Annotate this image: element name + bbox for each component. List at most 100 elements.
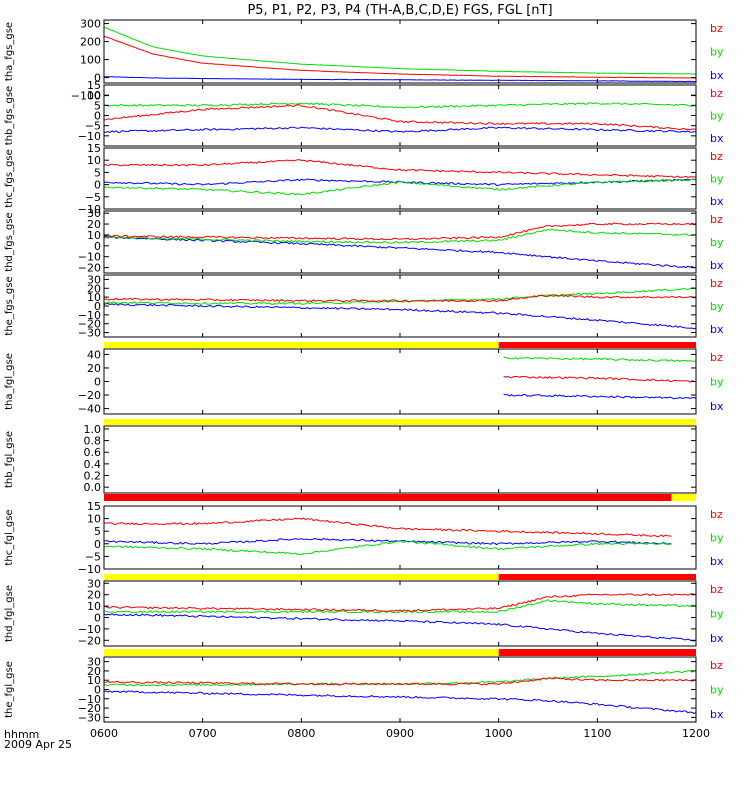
y-tick-label: −20	[78, 634, 101, 647]
y-tick-label: 20	[87, 282, 101, 295]
panel-frame	[103, 84, 697, 147]
legend-bz: bz	[710, 87, 723, 100]
legend-by: by	[710, 532, 724, 545]
y-tick-label: −20	[78, 318, 101, 331]
legend-bz: bz	[710, 659, 723, 672]
legend-bz: bz	[710, 22, 723, 35]
x-tick-label: 0900	[386, 727, 414, 740]
y-tick-label: 15	[87, 500, 101, 513]
y-tick-label: 10	[87, 291, 101, 304]
legend-bz: bz	[710, 351, 723, 364]
date-label: 2009 Apr 25	[4, 738, 72, 751]
y-tick-label: 0.8	[84, 435, 102, 448]
panel-frame	[103, 505, 697, 570]
mode-bar-segment-red	[498, 342, 696, 348]
y-tick-label: −5	[85, 191, 101, 204]
series-line-bx	[103, 613, 697, 642]
mode-bar-segment-yellow	[104, 419, 696, 425]
time-unit-label: hhmm	[4, 728, 39, 741]
y-tick-label: −30	[78, 711, 101, 724]
series-line-by	[103, 26, 697, 75]
y-tick-label: 30	[87, 577, 101, 590]
legend-by: by	[710, 173, 724, 186]
y-tick-label: −10	[78, 563, 101, 576]
legend-bx: bx	[710, 259, 724, 272]
y-tick-label: 0	[94, 300, 101, 313]
y-tick-label: −10	[78, 203, 101, 216]
series-line-bz	[103, 677, 697, 686]
y-axis-label: the_fgl_gse	[4, 661, 15, 718]
mode-bar-segment-red	[498, 574, 696, 580]
y-tick-label: 10	[87, 674, 101, 687]
legend-bx: bx	[710, 400, 724, 413]
y-tick-label: −20	[78, 389, 101, 402]
y-tick-label: 20	[87, 589, 101, 602]
y-axis-label: thc_fgl_gse	[4, 509, 15, 565]
series-line-bx	[103, 126, 697, 133]
series-line-bx	[103, 302, 697, 330]
y-tick-label: 0	[94, 376, 101, 389]
legend-bx: bx	[710, 632, 724, 645]
y-axis-label: thd_fgs_gse	[4, 212, 15, 271]
x-tick-label: 0700	[189, 727, 217, 740]
y-tick-label: 0.4	[84, 458, 102, 471]
y-tick-label: 5	[94, 166, 101, 179]
mode-bar-segment-yellow	[104, 649, 499, 656]
y-axis-label: thd_fgl_gse	[4, 585, 15, 642]
y-tick-label: 30	[87, 273, 101, 286]
y-tick-label: 10	[87, 154, 101, 167]
series-line-bz	[103, 159, 697, 179]
legend-bz: bz	[710, 508, 723, 521]
panel-frame	[103, 425, 697, 494]
series-line-bx	[103, 537, 672, 546]
time-axis: 0600 0700 0800 0900 1000 1100 1200	[90, 727, 710, 740]
mode-bar-segment-yellow	[104, 342, 499, 348]
mode-bar-segment-yellow	[104, 574, 499, 580]
y-tick-label: −10	[78, 251, 101, 264]
y-tick-label: −20	[78, 262, 101, 275]
legend-by: by	[710, 300, 724, 313]
legend-bz: bz	[710, 277, 723, 290]
y-tick-label: 0	[94, 110, 101, 123]
panel-frame	[103, 147, 697, 210]
legend-bx: bx	[710, 69, 724, 82]
y-tick-label: 0.0	[84, 481, 102, 494]
y-tick-label: 15	[87, 79, 101, 92]
series-line-by	[103, 540, 672, 556]
y-tick-label: 0.2	[84, 470, 102, 483]
y-tick-label: −5	[85, 550, 101, 563]
series-line-bz	[103, 35, 696, 79]
series-line-by	[103, 102, 697, 109]
y-tick-label: 0	[94, 611, 101, 624]
panel-frame	[103, 580, 697, 647]
series-line-bx	[103, 235, 697, 269]
series-line-bx	[103, 690, 697, 715]
y-tick-label: 30	[87, 656, 101, 669]
mode-bar-segment-red	[104, 494, 672, 501]
y-tick-label: −40	[78, 403, 101, 416]
legend-bz: bz	[710, 150, 723, 163]
series-line-by	[103, 287, 697, 305]
legend-by: by	[710, 110, 724, 123]
y-tick-label: 0.6	[84, 446, 102, 459]
y-tick-label: 10	[87, 513, 101, 526]
y-axis-label: tha_fgl_gse	[4, 353, 15, 410]
panel-frame	[103, 656, 697, 723]
mode-bar-segment-yellow	[671, 494, 696, 501]
mode-bars	[104, 342, 696, 656]
y-tick-label: −10	[78, 309, 101, 322]
series-line-bz	[103, 104, 697, 131]
legend-by: by	[710, 608, 724, 621]
panel-thb_fgl_gse: 1.00.80.60.40.20.0 thb_fgl_gse	[4, 423, 697, 494]
series-line-by	[503, 356, 697, 363]
y-tick-label: 0	[94, 179, 101, 192]
legend-bx: bx	[710, 323, 724, 336]
panel-frame	[103, 210, 697, 274]
y-tick-label: 0	[94, 684, 101, 697]
